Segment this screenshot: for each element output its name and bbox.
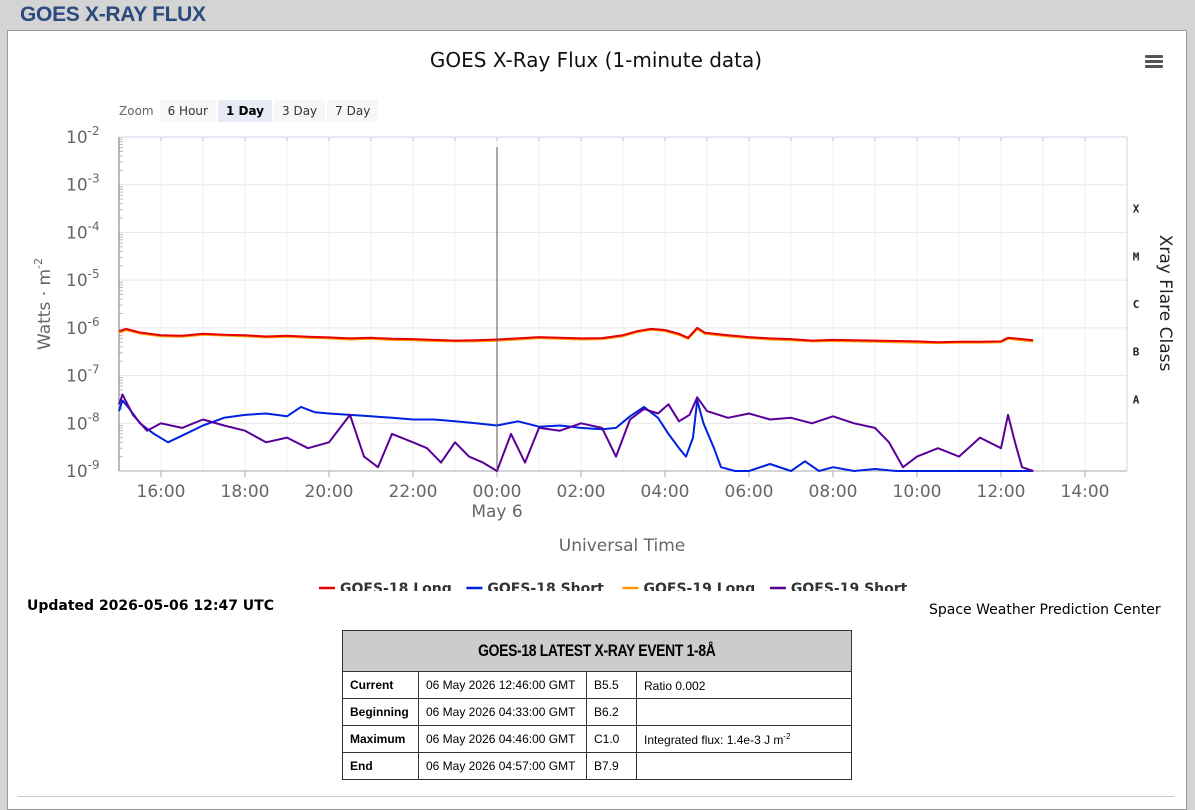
x-tick-label: 12:00 — [977, 482, 1026, 502]
series-line-goes-19-short — [118, 393, 1034, 472]
credit-text: Space Weather Prediction Center — [929, 602, 1161, 618]
series-line-goes-18-long — [118, 326, 1034, 344]
zoom-6-hour-button[interactable]: 6 Hour — [159, 100, 216, 122]
event-time: 06 May 2026 12:46:00 GMT — [418, 671, 587, 699]
legend-item: GOES-18 Short — [487, 581, 604, 591]
table-row: Maximum 06 May 2026 04:46:00 GMT C1.0 In… — [342, 725, 852, 753]
y-tick-label: 10-3 — [66, 172, 100, 196]
event-class: B7.9 — [586, 752, 637, 780]
legend-item: GOES-19 Short — [791, 581, 908, 591]
event-note — [636, 752, 852, 780]
event-time: 06 May 2026 04:33:00 GMT — [418, 698, 587, 726]
legend-item: GOES-19 Long — [644, 581, 756, 591]
y-tick-label: 10-8 — [66, 410, 100, 434]
chart-panel: GOES X-Ray Flux (1-minute data) 10-2 10-3 1… — [7, 30, 1187, 810]
row-label: Maximum — [342, 725, 419, 753]
flare-class-label: X — [1133, 203, 1140, 216]
row-label: Current — [342, 671, 419, 699]
event-table-title: GOES-18 LATEST X-RAY EVENT 1-8Å — [342, 630, 852, 672]
zoom-1-day-button[interactable]: 1 Day — [217, 100, 272, 122]
y-tick-label: 10-6 — [66, 315, 100, 339]
latest-xray-event-table: GOES-18 LATEST X-RAY EVENT 1-8Å Current … — [342, 630, 852, 780]
xray-flux-chart: GOES X-Ray Flux (1-minute data) 10-2 10-3 1… — [32, 48, 1175, 591]
x-tick-label: 00:00 — [473, 482, 522, 502]
y-tick-label: 10-2 — [66, 124, 100, 148]
event-note — [636, 698, 852, 726]
zoom-3-day-button[interactable]: 3 Day — [274, 100, 326, 122]
flare-class-label: C — [1133, 298, 1140, 311]
row-label: Beginning — [342, 698, 419, 726]
x-date-label: May 6 — [471, 502, 522, 522]
event-time: 06 May 2026 04:46:00 GMT — [418, 725, 587, 753]
zoom-bar: Zoom 6 Hour 1 Day 3 Day 7 Day — [119, 99, 380, 123]
x-tick-label: 02:00 — [557, 482, 606, 502]
flare-class-label: M — [1133, 250, 1140, 263]
event-time: 06 May 2026 04:57:00 GMT — [418, 752, 587, 780]
x-tick-label: 06:00 — [725, 482, 774, 502]
y-tick-label: 10-5 — [66, 267, 100, 291]
row-label: End — [342, 752, 419, 780]
y-axis-title: Watts · m-2 — [32, 258, 55, 350]
divider — [18, 796, 1174, 797]
event-note: Integrated flux: 1.4e-3 J m-2 — [636, 725, 852, 753]
x-tick-label: 04:00 — [641, 482, 690, 502]
updated-timestamp: Updated 2026-05-06 12:47 UTC — [27, 598, 274, 614]
table-row: Beginning 06 May 2026 04:33:00 GMT B6.2 — [342, 698, 852, 726]
event-class: B5.5 — [586, 671, 637, 699]
chart-menu-icon[interactable] — [1145, 55, 1163, 69]
x-tick-label: 08:00 — [809, 482, 858, 502]
y-tick-label: 10-4 — [66, 219, 100, 243]
page-title: GOES X-RAY FLUX — [20, 3, 206, 26]
zoom-label: Zoom — [119, 104, 154, 118]
table-row: Current 06 May 2026 12:46:00 GMT B5.5 Ra… — [342, 671, 852, 699]
event-class: B6.2 — [586, 698, 637, 726]
event-note: Ratio 0.002 — [636, 671, 852, 699]
table-row: End 06 May 2026 04:57:00 GMT B7.9 — [342, 752, 852, 780]
x-tick-label: 22:00 — [389, 482, 438, 502]
legend-item: GOES-18 Long — [340, 581, 452, 591]
x-tick-label: 14:00 — [1061, 482, 1110, 502]
zoom-7-day-button[interactable]: 7 Day — [327, 100, 379, 122]
x-tick-label: 16:00 — [137, 482, 186, 502]
x-tick-label: 18:00 — [221, 482, 270, 502]
series-line-goes-18-short — [118, 399, 1034, 472]
flare-class-label: B — [1133, 346, 1140, 359]
chart-title: GOES X-Ray Flux (1-minute data) — [430, 48, 762, 72]
x-axis-title: Universal Time — [559, 536, 685, 556]
flare-class-label: A — [1133, 393, 1140, 406]
x-tick-label: 10:00 — [893, 482, 942, 502]
event-class: C1.0 — [586, 725, 637, 753]
x-tick-label: 20:00 — [305, 482, 354, 502]
y-tick-label: 10-9 — [66, 458, 100, 482]
y-tick-label: 10-7 — [66, 363, 100, 387]
y2-axis-title: Xray Flare Class — [1155, 235, 1175, 372]
